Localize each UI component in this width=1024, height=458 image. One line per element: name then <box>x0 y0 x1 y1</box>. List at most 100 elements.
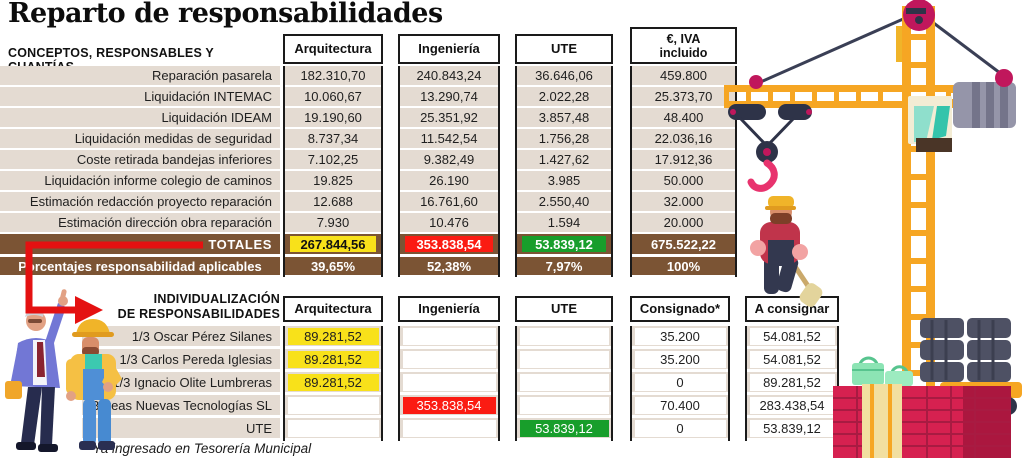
t2-cell: 70.400 <box>632 395 728 415</box>
t2-cell: 89.281,52 <box>285 326 381 346</box>
t1-cell: 10.476 <box>400 213 498 232</box>
t1-cell: 32.000 <box>632 192 735 211</box>
t1-cell: 182.310,70 <box>285 66 381 85</box>
t1-cell: 3.857,48 <box>517 108 611 127</box>
t1-cell: 3.985 <box>517 171 611 190</box>
t1-cell: 7.102,25 <box>285 150 381 169</box>
t2-cell: 54.081,52 <box>747 349 837 369</box>
page-title: Reparto de responsabilidades <box>8 0 443 29</box>
t2-cell: 89.281,52 <box>747 372 837 392</box>
t2-cell <box>285 418 381 438</box>
t2-column-consignado: 35.200 35.200 0 70.400 0 <box>630 326 730 441</box>
t2-cell: 89.281,52 <box>285 349 381 369</box>
t1-row-label: Liquidación informe colegio de caminos <box>0 171 280 190</box>
t1-cell: 48.400 <box>632 108 735 127</box>
t1-pct-cell: 39,65% <box>285 257 381 275</box>
t2-cell <box>400 418 498 438</box>
t1-total-cell: 353.838,54 <box>400 234 498 254</box>
t1-cell: 11.542,54 <box>400 129 498 148</box>
t2-column-arquitectura: 89.281,52 89.281,52 89.281,52 <box>283 326 383 441</box>
t1-cell: 1.756,28 <box>517 129 611 148</box>
crane-hook-icon <box>728 104 812 192</box>
t2-cell: 283.438,54 <box>747 395 837 415</box>
t1-cell: 8.737,34 <box>285 129 381 148</box>
t1-col-header-ingenieria: Ingeniería <box>398 34 500 64</box>
t1-cell: 26.190 <box>400 171 498 190</box>
footnote: * Ya ingresado en Tesorería Municipal <box>84 441 312 456</box>
t2-cell <box>400 326 498 346</box>
t2-cell <box>517 349 611 369</box>
t1-cell: 10.060,67 <box>285 87 381 106</box>
construction-crane-illustration <box>724 0 1022 458</box>
t2-col-header-consignado: Consignado* <box>630 296 730 322</box>
t1-cell: 19.825 <box>285 171 381 190</box>
t2-cell: 89.281,52 <box>285 372 381 392</box>
t1-cell: 19.190,60 <box>285 108 381 127</box>
brick-stack <box>833 384 1011 458</box>
crane-cab <box>908 96 952 152</box>
t2-column-ute: 53.839,12 <box>515 326 613 441</box>
t1-total-cell: 267.844,56 <box>285 234 381 254</box>
t1-row-label: Estimación redacción proyecto reparación <box>0 192 280 211</box>
t2-cell: 35.200 <box>632 326 728 346</box>
crane-counterweight <box>946 69 1016 128</box>
t1-cell: 240.843,24 <box>400 66 498 85</box>
t1-pct-cell: 52,38% <box>400 257 498 275</box>
t2-cell <box>517 372 611 392</box>
t1-cell: 17.912,36 <box>632 150 735 169</box>
t2-cell: 353.838,54 <box>400 395 498 415</box>
t2-cell: 54.081,52 <box>747 326 837 346</box>
highlight-green: 53.839,12 <box>522 236 606 252</box>
t1-total-cell: 675.522,22 <box>632 234 735 254</box>
t1-cell: 22.036,16 <box>632 129 735 148</box>
table2-title-line1: INDIVIDUALIZACIÓN <box>153 292 280 306</box>
t1-row-label: Liquidación IDEAM <box>0 108 280 127</box>
t2-row-label: 1/3 Ignacio Olite Lumbreras <box>82 372 280 392</box>
t1-cell: 1.427,62 <box>517 150 611 169</box>
t2-row-label: UTE <box>82 418 280 438</box>
t2-row-label: Boreas Nuevas Tecnologías SL <box>82 395 280 415</box>
table2-title: INDIVIDUALIZACIÓN DE RESPONSABILIDADES <box>60 292 280 323</box>
t2-col-header-ingenieria: Ingeniería <box>398 296 500 322</box>
crane-tower <box>896 6 935 458</box>
t2-cell <box>285 395 381 415</box>
t1-col-header-arquitectura: Arquitectura <box>283 34 383 64</box>
t2-cell: 0 <box>632 418 728 438</box>
red-arrow <box>25 241 203 324</box>
t2-row-label: 1/3 Oscar Pérez Silanes <box>82 326 280 346</box>
table2-title-line2: DE RESPONSABILIDADES <box>117 307 280 322</box>
green-baskets <box>852 356 913 386</box>
t2-cell: 35.200 <box>632 349 728 369</box>
t1-cell: 13.290,74 <box>400 87 498 106</box>
highlight-yellow: 267.844,56 <box>290 236 376 252</box>
t1-cell: 7.930 <box>285 213 381 232</box>
t2-column-ingenieria: 353.838,54 <box>398 326 500 441</box>
highlight-yellow: 89.281,52 <box>287 350 379 368</box>
workers-illustration <box>5 289 122 452</box>
t2-col-header-arquitectura: Arquitectura <box>283 296 383 322</box>
t2-cell: 53.839,12 <box>747 418 837 438</box>
t2-cell: 53.839,12 <box>517 418 611 438</box>
t2-col-header-a-consignar: A consignar <box>745 296 839 322</box>
t2-cell <box>517 395 611 415</box>
highlight-green: 53.839,12 <box>519 419 609 437</box>
worker-shovel-illustration <box>750 196 823 307</box>
t1-row-label: Liquidación medidas de seguridad <box>0 129 280 148</box>
t1-row-label: Coste retirada bandejas inferiores <box>0 150 280 169</box>
t1-column-ute: 36.646,06 2.022,28 3.857,48 1.756,28 1.4… <box>515 66 613 277</box>
t1-cell: 25.373,70 <box>632 87 735 106</box>
highlight-yellow: 89.281,52 <box>287 373 379 391</box>
t1-cell: 16.761,60 <box>400 192 498 211</box>
highlight-yellow: 89.281,52 <box>287 327 379 345</box>
t1-col-header-ute: UTE <box>515 34 613 64</box>
t1-cell: 2.022,28 <box>517 87 611 106</box>
t1-percentages-label: Porcentajes responsabilidad aplicables <box>0 257 280 275</box>
builder-standing <box>66 319 122 450</box>
t1-col-header-iva: €, IVA incluido <box>630 27 737 64</box>
t1-column-arquitectura: 182.310,70 10.060,67 19.190,60 8.737,34 … <box>283 66 383 277</box>
t1-cell: 1.594 <box>517 213 611 232</box>
t2-cell: 0 <box>632 372 728 392</box>
t1-cell: 2.550,40 <box>517 192 611 211</box>
t1-row-label: Liquidación INTEMAC <box>0 87 280 106</box>
